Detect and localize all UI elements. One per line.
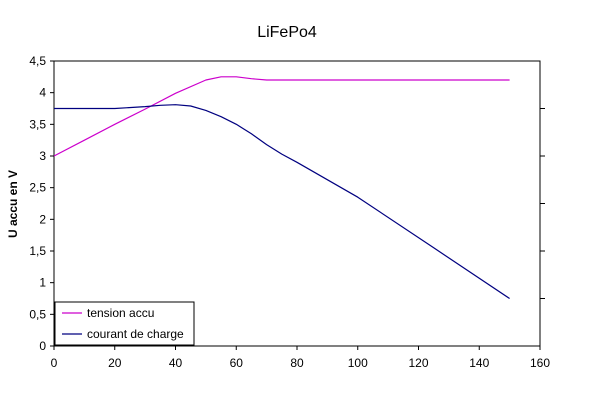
legend-label: courant de charge bbox=[87, 327, 184, 341]
legend: tension accu courant de charge bbox=[54, 301, 195, 346]
x-tick-label: 100 bbox=[348, 356, 368, 370]
y-tick-label: 4 bbox=[39, 86, 46, 100]
x-tick-label: 0 bbox=[51, 356, 58, 370]
series-line-tension-accu bbox=[53, 76, 510, 157]
x-tick-label: 40 bbox=[169, 356, 183, 370]
plot-area: 0 0,5 1 1,5 2 2,5 3 3,5 4 4,5 0 20 40 60 80 100 120 140 16… bbox=[29, 54, 550, 370]
x-tick-label: 60 bbox=[230, 356, 244, 370]
legend-label: tension accu bbox=[87, 306, 154, 320]
y-axis-label: U accu en V bbox=[6, 170, 20, 238]
y-tick-label: 2 bbox=[39, 212, 46, 226]
x-tick-label: 160 bbox=[530, 356, 550, 370]
x-tick-label: 80 bbox=[290, 356, 304, 370]
y-tick-label: 3,5 bbox=[29, 117, 46, 131]
series-line-courant-de-charge bbox=[54, 104, 510, 299]
legend-box bbox=[54, 301, 195, 346]
y-tick-label: 1,5 bbox=[29, 244, 46, 258]
y-tick-label: 0,5 bbox=[29, 307, 46, 321]
x-tick-label: 120 bbox=[408, 356, 428, 370]
y-tick-label: 2,5 bbox=[29, 181, 46, 195]
x-tick-label: 140 bbox=[469, 356, 489, 370]
x-tick-label: 20 bbox=[108, 356, 122, 370]
y-tick-label: 4,5 bbox=[29, 54, 46, 68]
y-tick-label: 0 bbox=[39, 339, 46, 353]
y-tick-label: 3 bbox=[39, 149, 46, 163]
y-tick-label: 1 bbox=[39, 276, 46, 290]
chart-title: LiFePo4 bbox=[257, 24, 317, 41]
